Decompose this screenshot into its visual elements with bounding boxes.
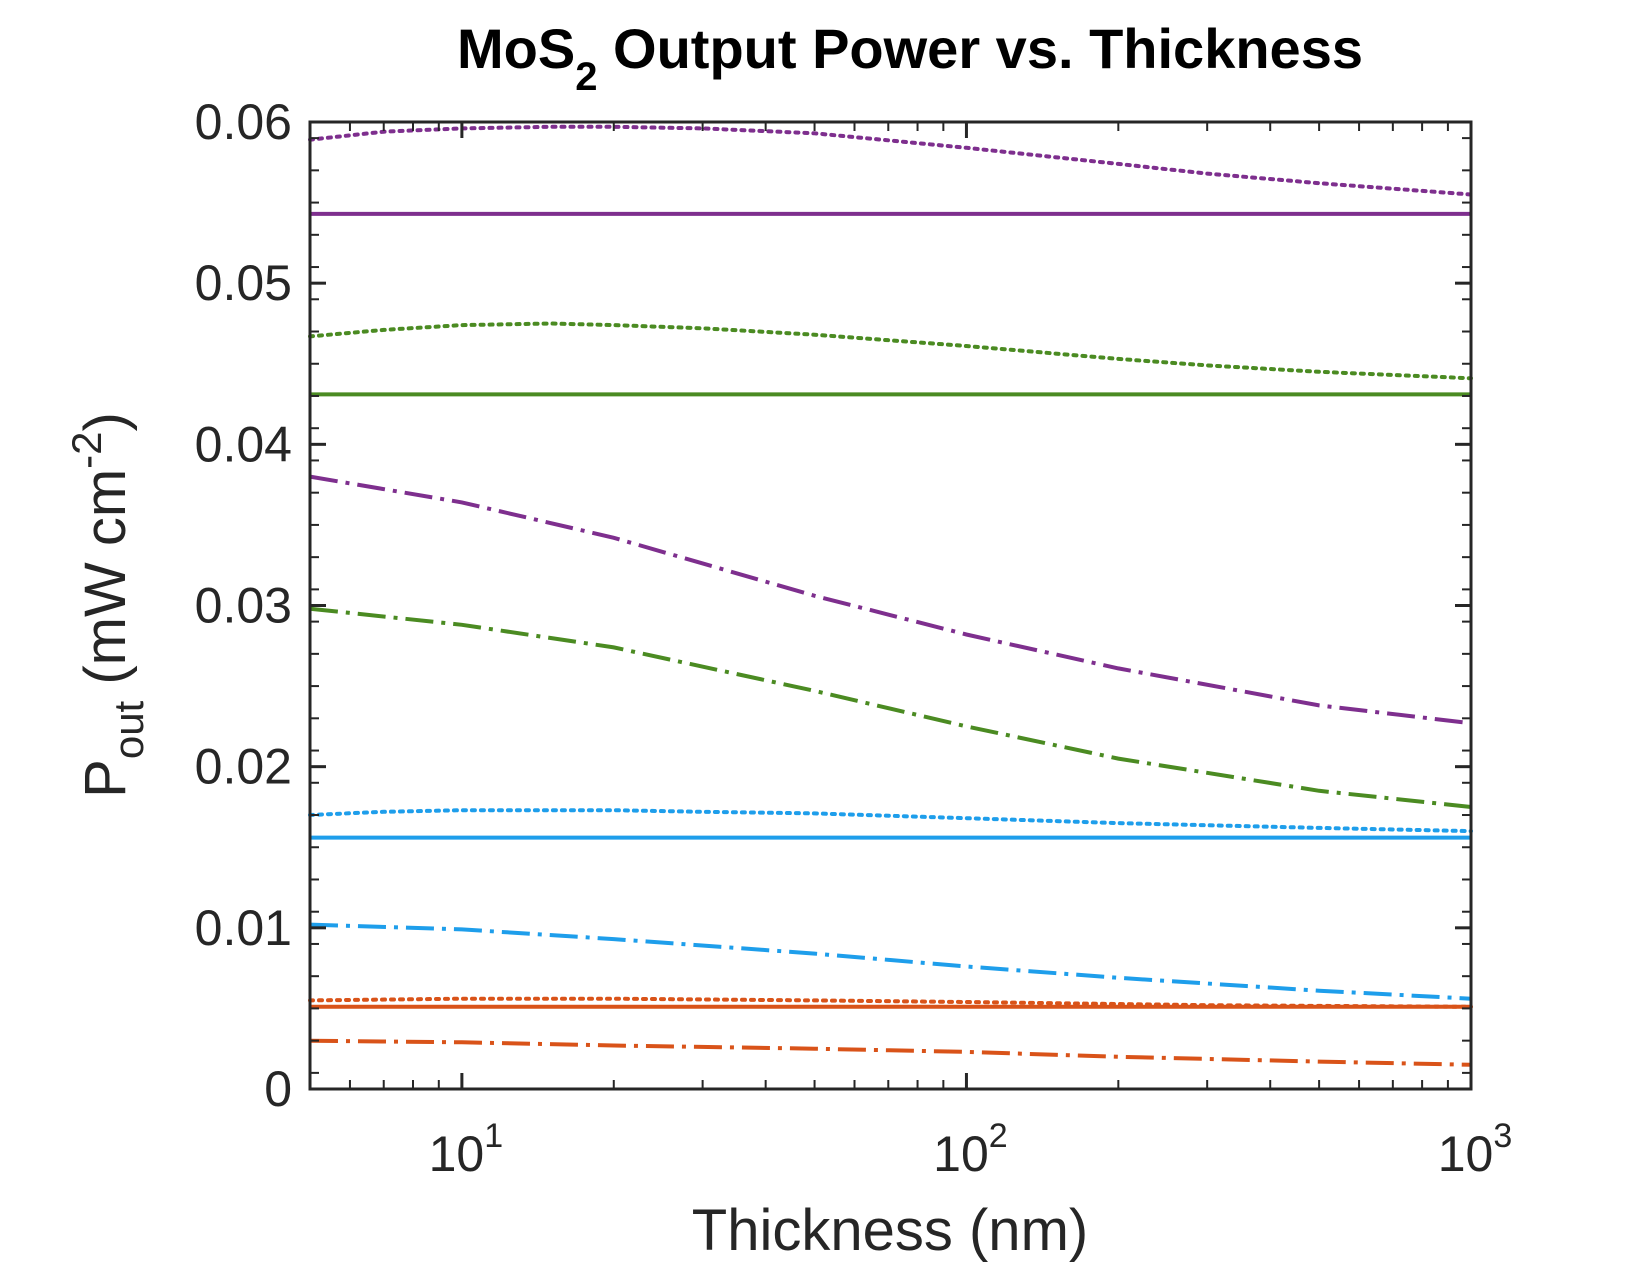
chart-title: MoS2 Output Power vs. Thickness — [457, 17, 1363, 99]
x-tick-label-0: 101 — [429, 1117, 504, 1182]
series-line-7 — [308, 808, 1473, 834]
plot-area — [310, 122, 1471, 1089]
x-tick-label-base-2: 10 — [1438, 1126, 1494, 1182]
y-axis-label-units-post: ) — [73, 412, 138, 431]
x-axis-label: Thickness (nm) — [692, 1198, 1088, 1263]
y-axis-label-main: P — [73, 759, 138, 798]
series-line-5 — [309, 474, 1472, 726]
x-tick-label-2: 103 — [1438, 1117, 1513, 1182]
y-tick-label-3: 0.03 — [195, 578, 292, 634]
y-tick-label-5: 0.05 — [195, 255, 292, 311]
series-line-10 — [308, 996, 1473, 1009]
y-axis-label: Pout (mW cm-2) — [63, 412, 152, 798]
series-line-12 — [309, 1038, 1472, 1067]
y-axis-label-units-pre: (mW cm — [73, 469, 138, 701]
x-tick-label-exp-2: 3 — [1493, 1117, 1512, 1155]
x-tick-label-base-0: 10 — [429, 1126, 485, 1182]
axes-box — [308, 120, 1473, 1091]
x-tick-label-exp-1: 2 — [989, 1117, 1008, 1155]
y-tick-label-4: 0.04 — [195, 416, 292, 472]
series-line-3 — [308, 321, 1473, 381]
series-line-9 — [309, 922, 1472, 1001]
series-line-6 — [309, 606, 1472, 809]
chart-title-main: MoS — [457, 17, 575, 80]
x-tick-label-exp-0: 1 — [484, 1117, 503, 1155]
chart-title-rest: Output Power vs. Thickness — [597, 17, 1363, 80]
chart-title-subscript: 2 — [575, 55, 597, 99]
x-tick-label-1: 102 — [933, 1117, 1008, 1182]
y-tick-label-6: 0.06 — [195, 94, 292, 150]
x-tick-label-base-1: 10 — [933, 1126, 989, 1182]
series-line-1 — [308, 124, 1473, 197]
y-axis-label-subscript: out — [105, 700, 152, 759]
y-tick-label-1: 0.01 — [195, 900, 292, 956]
y-axis-label-units-sup: -2 — [63, 431, 110, 468]
series-layer — [308, 124, 1473, 1067]
y-tick-label-2: 0.02 — [195, 739, 292, 795]
y-tick-label-0: 0 — [264, 1061, 292, 1117]
